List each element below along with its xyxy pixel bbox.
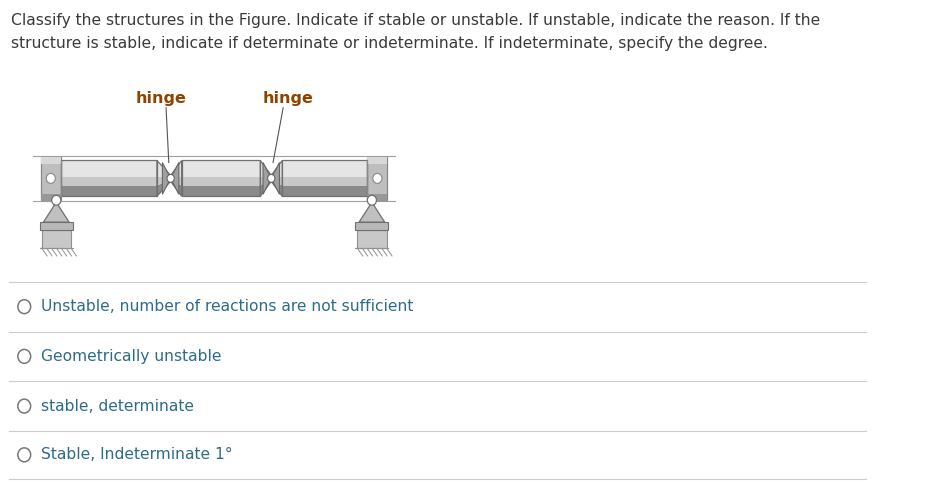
- Bar: [41, 156, 61, 200]
- Circle shape: [18, 349, 30, 363]
- Bar: [367, 156, 387, 200]
- Polygon shape: [260, 180, 271, 196]
- Polygon shape: [260, 160, 271, 178]
- Circle shape: [46, 173, 55, 184]
- Polygon shape: [157, 177, 170, 185]
- Circle shape: [51, 195, 61, 205]
- Bar: [367, 194, 387, 202]
- Circle shape: [18, 448, 30, 462]
- Polygon shape: [271, 177, 282, 185]
- Bar: [355, 222, 387, 230]
- Polygon shape: [61, 160, 157, 177]
- Circle shape: [372, 173, 382, 184]
- Text: stable, determinate: stable, determinate: [41, 399, 193, 414]
- Circle shape: [18, 300, 30, 313]
- Circle shape: [167, 174, 174, 183]
- Bar: [357, 230, 387, 248]
- Polygon shape: [170, 177, 182, 185]
- Bar: [41, 156, 61, 164]
- Polygon shape: [282, 185, 367, 196]
- Polygon shape: [182, 185, 260, 196]
- Polygon shape: [162, 162, 170, 194]
- Circle shape: [367, 195, 376, 205]
- Text: Stable, Indeterminate 1°: Stable, Indeterminate 1°: [41, 447, 232, 462]
- Polygon shape: [182, 177, 260, 185]
- Polygon shape: [260, 177, 271, 185]
- Polygon shape: [271, 160, 282, 178]
- Text: hinge: hinge: [136, 91, 187, 106]
- Text: Geometrically unstable: Geometrically unstable: [41, 349, 221, 364]
- Text: hinge: hinge: [262, 91, 313, 106]
- Polygon shape: [61, 177, 157, 185]
- Polygon shape: [170, 162, 179, 194]
- Bar: [42, 230, 70, 248]
- Polygon shape: [359, 202, 385, 222]
- Polygon shape: [170, 160, 182, 178]
- Text: Unstable, number of reactions are not sufficient: Unstable, number of reactions are not su…: [41, 299, 412, 314]
- Polygon shape: [182, 160, 260, 177]
- Circle shape: [18, 399, 30, 413]
- Bar: [367, 156, 387, 164]
- Circle shape: [268, 174, 274, 183]
- Polygon shape: [61, 185, 157, 196]
- Bar: [40, 222, 72, 230]
- Bar: [41, 194, 61, 202]
- Polygon shape: [282, 160, 367, 177]
- Polygon shape: [271, 162, 279, 194]
- Polygon shape: [271, 180, 282, 196]
- Polygon shape: [170, 180, 182, 196]
- Text: Classify the structures in the Figure. Indicate if stable or unstable. If unstab: Classify the structures in the Figure. I…: [10, 13, 819, 51]
- Polygon shape: [282, 177, 367, 185]
- Polygon shape: [157, 160, 170, 178]
- Polygon shape: [157, 180, 170, 196]
- Polygon shape: [44, 202, 69, 222]
- Polygon shape: [263, 162, 271, 194]
